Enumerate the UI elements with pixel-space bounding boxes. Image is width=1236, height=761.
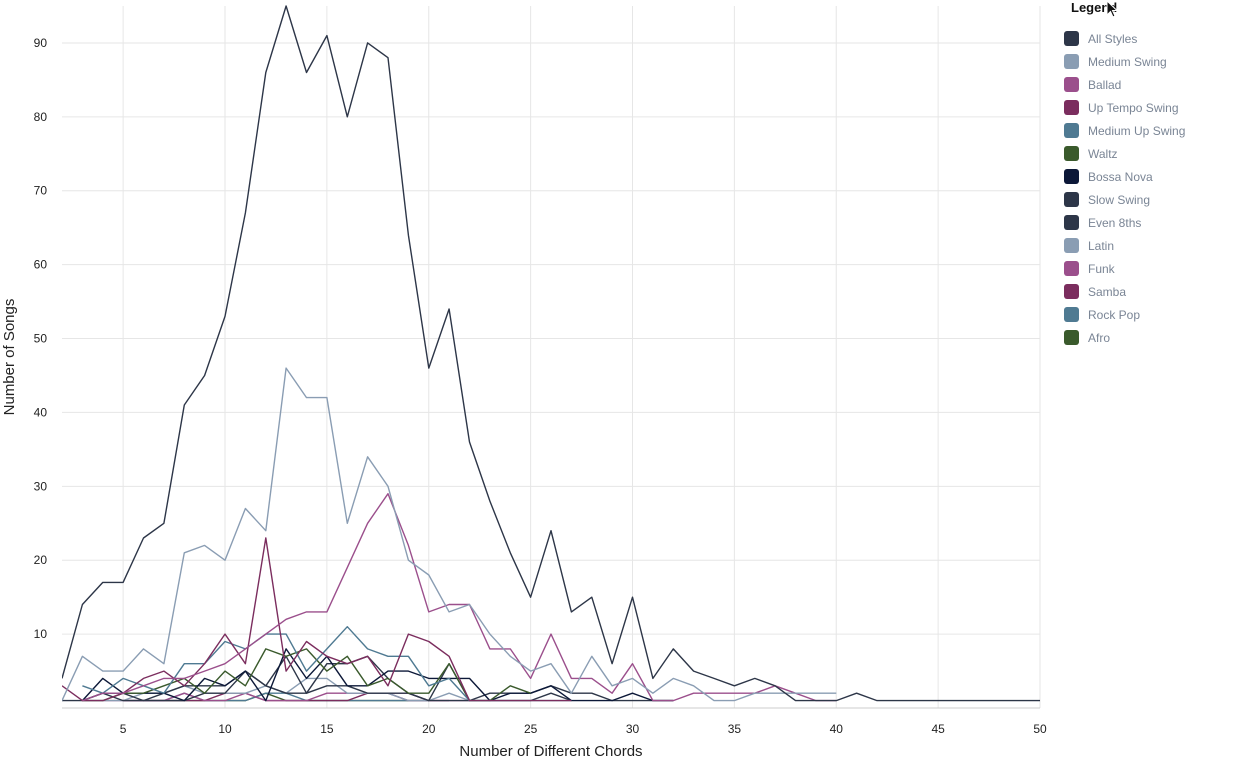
x-tick-label: 50 xyxy=(1033,722,1047,736)
series-line-all-styles xyxy=(62,5,1040,702)
x-tick-label: 20 xyxy=(422,722,436,736)
mouse-cursor-icon xyxy=(1106,0,1119,18)
y-axis-ticks: 10 20 30 40 50 60 70 80 90 xyxy=(34,36,48,641)
legend-label: Medium Swing xyxy=(1088,54,1167,69)
x-tick-label: 10 xyxy=(218,722,232,736)
legend-label: Medium Up Swing xyxy=(1088,123,1186,138)
legend-label: Funk xyxy=(1088,261,1115,276)
legend-item-rock-pop[interactable]: Rock Pop xyxy=(1064,303,1234,326)
legend-label: Rock Pop xyxy=(1088,307,1141,322)
legend-swatch xyxy=(1064,169,1079,184)
x-tick-label: 30 xyxy=(626,722,640,736)
legend-label: Bossa Nova xyxy=(1088,169,1153,184)
x-tick-label: 15 xyxy=(320,722,334,736)
legend-swatch xyxy=(1064,31,1079,46)
legend-item-latin[interactable]: Latin xyxy=(1064,234,1234,257)
legend-item-bossa-nova[interactable]: Bossa Nova xyxy=(1064,165,1234,188)
legend-label: Ballad xyxy=(1088,77,1122,92)
legend-swatch xyxy=(1064,284,1079,299)
legend-label: Afro xyxy=(1088,330,1111,345)
legend-item-samba[interactable]: Samba xyxy=(1064,280,1234,303)
series-line-up-tempo-swing xyxy=(62,537,572,702)
legend-swatch xyxy=(1064,238,1079,253)
line-chart: 5 10 15 20 25 30 35 40 45 50 10 20 30 40 50 60 70 80 90 N… xyxy=(1,5,1047,760)
legend-swatch xyxy=(1064,330,1079,345)
legend-item-all-styles[interactable]: All Styles xyxy=(1064,27,1234,50)
x-axis-title: Number of Different Chords xyxy=(459,743,642,760)
legend-item-medium-up-swing[interactable]: Medium Up Swing xyxy=(1064,119,1234,142)
grid-layer xyxy=(62,6,1041,709)
legend-label: All Styles xyxy=(1088,31,1138,46)
y-tick-label: 60 xyxy=(34,258,48,272)
legend-item-medium-swing[interactable]: Medium Swing xyxy=(1064,50,1234,73)
series-line-funk xyxy=(102,692,470,702)
series-line-medium-swing xyxy=(62,367,837,702)
series-line-ballad xyxy=(82,493,837,702)
legend-label: Up Tempo Swing xyxy=(1088,100,1179,115)
legend-swatch xyxy=(1064,261,1079,276)
legend-swatch xyxy=(1064,192,1079,207)
legend-label: Even 8ths xyxy=(1088,215,1142,230)
y-tick-label: 90 xyxy=(34,36,48,50)
legend-label: Waltz xyxy=(1088,146,1118,161)
y-axis-title: Number of Songs xyxy=(1,299,18,416)
y-tick-label: 10 xyxy=(34,627,48,641)
x-axis-ticks: 5 10 15 20 25 30 35 40 45 50 xyxy=(120,722,1047,736)
legend-swatch xyxy=(1064,215,1079,230)
legend-swatch xyxy=(1064,307,1079,322)
legend-swatch xyxy=(1064,77,1079,92)
y-tick-label: 30 xyxy=(34,479,48,493)
y-tick-label: 40 xyxy=(34,405,48,419)
legend-items: All Styles Medium Swing Ballad Up Tempo Swi… xyxy=(1064,27,1234,349)
legend-swatch xyxy=(1064,54,1079,69)
legend-label: Samba xyxy=(1088,284,1127,299)
y-tick-label: 80 xyxy=(34,110,48,124)
legend-item-up-tempo-swing[interactable]: Up Tempo Swing xyxy=(1064,96,1234,119)
x-tick-label: 40 xyxy=(830,722,844,736)
x-tick-label: 35 xyxy=(728,722,742,736)
legend-item-afro[interactable]: Afro xyxy=(1064,326,1234,349)
legend-item-even-8ths[interactable]: Even 8ths xyxy=(1064,211,1234,234)
legend-title: Legend xyxy=(1071,0,1118,15)
legend: Legend All Styles Medium Swing Ballad Up Te… xyxy=(1064,0,1234,349)
y-tick-label: 50 xyxy=(34,332,48,346)
legend-item-waltz[interactable]: Waltz xyxy=(1064,142,1234,165)
legend-label: Slow Swing xyxy=(1088,192,1151,207)
x-tick-label: 5 xyxy=(120,722,127,736)
legend-swatch xyxy=(1064,100,1079,115)
series-line-bossa-nova xyxy=(81,648,674,702)
y-tick-label: 20 xyxy=(34,553,48,567)
series-line-waltz xyxy=(82,648,531,702)
y-tick-label: 70 xyxy=(34,184,48,198)
legend-item-slow-swing[interactable]: Slow Swing xyxy=(1064,188,1234,211)
series-lines xyxy=(62,5,1040,702)
legend-item-ballad[interactable]: Ballad xyxy=(1064,73,1234,96)
x-tick-label: 25 xyxy=(524,722,538,736)
legend-label: Latin xyxy=(1088,238,1115,253)
legend-swatch xyxy=(1064,123,1079,138)
legend-swatch xyxy=(1064,146,1079,161)
x-tick-label: 45 xyxy=(931,722,945,736)
legend-item-funk[interactable]: Funk xyxy=(1064,257,1234,280)
